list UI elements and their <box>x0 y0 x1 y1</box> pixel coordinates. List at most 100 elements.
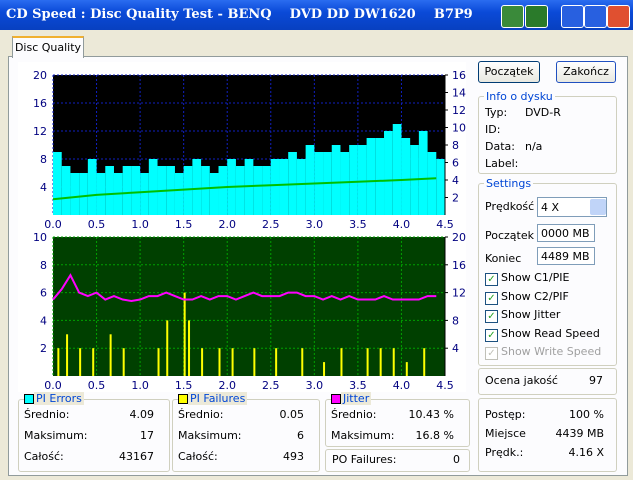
x-tick-label: 3.0 <box>306 379 324 392</box>
checkbox[interactable]: ✓ <box>485 310 498 323</box>
bar <box>375 138 385 215</box>
bar <box>105 166 114 215</box>
bar <box>140 173 149 215</box>
bar <box>183 166 193 215</box>
y2-tick-label: 16 <box>452 259 466 272</box>
line <box>52 177 437 201</box>
y2-tick-label: 12 <box>452 104 466 117</box>
stat-value: 493 <box>283 450 304 463</box>
y-tick-label: 8 <box>40 153 47 166</box>
y2-tick-label: 8 <box>452 139 459 152</box>
checkbox-label[interactable]: Show Jitter <box>501 308 561 321</box>
start-button[interactable]: Początek <box>478 61 540 83</box>
x-tick-label: 0.0 <box>44 218 62 231</box>
bar <box>301 348 304 376</box>
bar <box>340 348 343 376</box>
stat-label: Średnio: <box>178 408 224 421</box>
x-tick-label: 4.0 <box>393 379 411 392</box>
bar <box>201 166 210 215</box>
y-tick-label: 16 <box>33 97 47 110</box>
stat-value: 4.09 <box>129 408 155 421</box>
checkbox-label[interactable]: Show Read Speed <box>501 326 600 340</box>
bar <box>392 348 395 376</box>
bar <box>384 131 393 215</box>
info-value: n/a <box>525 140 543 153</box>
tab[interactable]: Disc Quality <box>12 36 84 58</box>
bar <box>131 166 141 215</box>
bar <box>183 292 186 376</box>
x-tick-label: 3.5 <box>349 379 367 392</box>
group-label: Settings <box>484 177 534 190</box>
x-tick-label: 4.0 <box>393 218 411 231</box>
progress-label: Miejsce <box>485 427 526 440</box>
end-label: Koniec <box>485 252 522 265</box>
speed-select[interactable]: 4 X <box>537 197 607 217</box>
start-label: Początek <box>485 229 534 242</box>
bar <box>201 348 204 376</box>
icon-button[interactable] <box>525 5 548 28</box>
bar <box>349 145 358 215</box>
bar <box>209 173 219 215</box>
x-tick-label: 3.0 <box>306 218 324 231</box>
y-tick-label: 20 <box>33 69 47 82</box>
stat-value: 0.05 <box>279 408 305 421</box>
bar <box>323 362 326 376</box>
bar <box>418 131 428 215</box>
po-box <box>325 449 470 472</box>
bar <box>340 152 350 215</box>
stat-label: Średnio: <box>24 408 70 421</box>
icon-button[interactable] <box>501 5 524 28</box>
y2-tick-label: 4 <box>452 342 459 355</box>
bar <box>379 348 382 376</box>
y-tick-label: 6 <box>40 287 47 300</box>
bar <box>253 166 263 215</box>
stat-value: 43167 <box>119 450 154 463</box>
bar <box>305 145 315 215</box>
stat-group <box>18 399 170 472</box>
window-title: CD Speed : Disc Quality Test - BENQ DVD … <box>6 7 473 22</box>
checkbox[interactable]: ✓ <box>485 273 498 286</box>
checkbox-label[interactable]: Show C1/PIE <box>501 271 570 284</box>
bar <box>296 159 306 215</box>
info-label: Label: <box>485 157 519 170</box>
checkbox-label[interactable]: Show C2/PIF <box>501 289 569 303</box>
y2-tick-label: 4 <box>452 174 459 187</box>
stat-title: PI Errors <box>34 392 84 405</box>
bar <box>192 159 202 215</box>
x-tick-label: 0.0 <box>44 379 62 392</box>
group-label: Info o dysku <box>484 90 555 103</box>
bar <box>262 166 271 215</box>
bar <box>66 334 69 376</box>
stat-label: Maksimum: <box>331 429 395 442</box>
info-label: Data: <box>485 140 515 153</box>
bar <box>92 348 95 376</box>
checkbox[interactable]: ✓ <box>485 291 498 305</box>
bar <box>357 145 367 215</box>
minimize-button[interactable] <box>561 5 584 28</box>
start-field[interactable]: 0000 MB <box>537 224 595 242</box>
progress-value: 4.16 X <box>568 446 604 459</box>
bar <box>423 348 426 376</box>
bar <box>331 145 341 215</box>
dropdown-arrow[interactable] <box>590 199 606 215</box>
info-label: ID: <box>485 123 501 136</box>
stat-group <box>325 399 470 447</box>
stat-label: Całość: <box>178 450 218 463</box>
settings-group <box>478 183 617 366</box>
bar <box>61 166 71 215</box>
bar <box>166 320 169 376</box>
maximize-button[interactable] <box>584 5 607 28</box>
progress-label: Postęp: <box>485 408 526 421</box>
bar <box>218 166 228 215</box>
end-field[interactable]: 4489 MB <box>537 247 595 265</box>
bar <box>235 166 245 215</box>
stop-button[interactable]: Zakończ <box>556 61 616 83</box>
close-button[interactable] <box>607 5 630 28</box>
bar <box>148 159 158 215</box>
checkbox-label: Show Write Speed <box>501 345 602 358</box>
y2-tick-label: 8 <box>452 314 459 327</box>
bar <box>109 334 112 376</box>
checkbox[interactable]: ✓ <box>485 328 498 342</box>
quality-box <box>478 368 617 395</box>
